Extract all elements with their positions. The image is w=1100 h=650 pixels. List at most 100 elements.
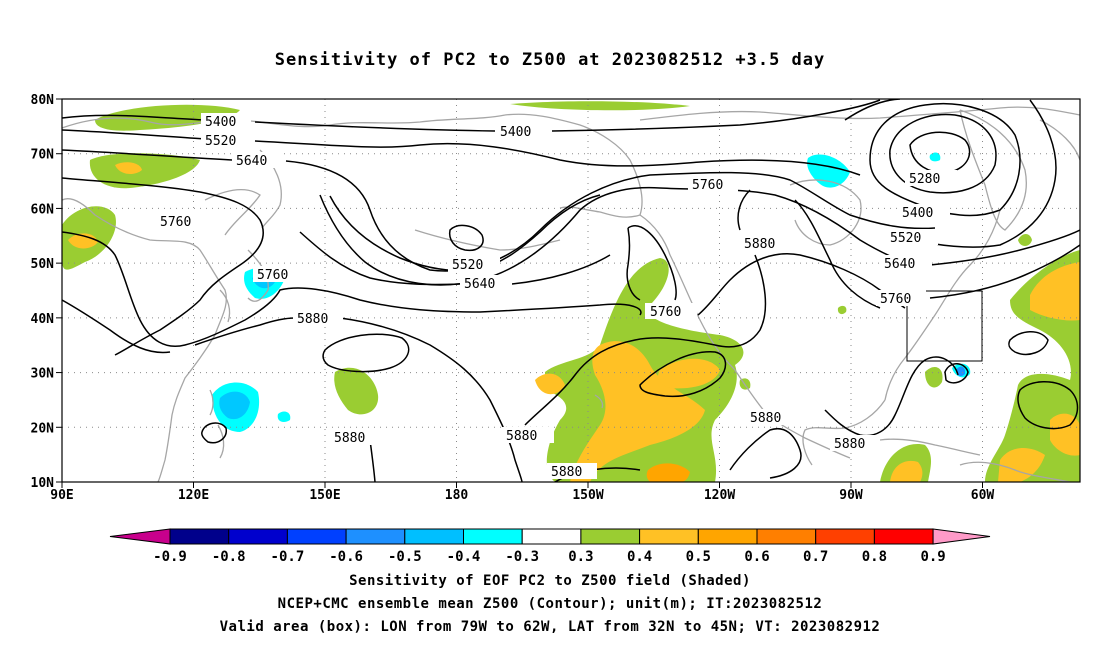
colorbar-label: 0.9	[920, 549, 945, 565]
shade-pos04-atlantic-1	[1030, 262, 1080, 321]
contour-5880-main	[62, 299, 523, 482]
shade-pos04-pac-3	[658, 358, 720, 389]
colorbar-label: 0.6	[744, 549, 769, 565]
shade-pos-greenland	[1018, 234, 1032, 246]
colorbar-label: -0.8	[212, 549, 246, 565]
map-frame	[61, 98, 1081, 483]
footer-line-2: NCEP+CMC ensemble mean Z500 (Contour); u…	[277, 596, 823, 612]
latitude-axis: 80N 70N 60N 50N 40N 30N 20N 10N	[31, 93, 62, 491]
contour-5640-mid	[299, 231, 611, 286]
colorbar-label: 0.4	[627, 549, 652, 565]
shade-pos-bermuda	[925, 367, 943, 388]
contour-label-5400-east: 5400	[902, 206, 933, 221]
contour-label-5880-south: 5880	[551, 465, 582, 480]
contour-label-5880-wpac: 5880	[334, 431, 365, 446]
footer-line-1: Sensitivity of EOF PC2 to Z500 field (Sh…	[349, 573, 751, 589]
shade-neg-arctic	[807, 154, 850, 188]
coast-gulf	[802, 399, 886, 466]
coast-sa	[959, 461, 1071, 482]
longitude-axis: 90E 120E 150E 180 150W 120W 90W 60W	[50, 482, 994, 503]
colorbar-box	[169, 528, 230, 545]
contour-5880-central	[639, 351, 727, 398]
coast-luzon	[217, 424, 225, 459]
shade-pos04-siberia	[115, 162, 142, 175]
shade-pos04-pac-2	[570, 341, 705, 482]
coast-greenland	[959, 109, 1027, 231]
colorbar-label: 0.8	[862, 549, 887, 565]
contour-5520-ring	[448, 224, 484, 252]
contour-5760-east	[929, 244, 1080, 299]
z500-contours	[62, 99, 1080, 482]
colorbar-box	[521, 528, 582, 545]
colorbar-box	[873, 528, 934, 545]
contour-label-5760-east: 5760	[880, 292, 911, 307]
valid-area-box	[906, 290, 983, 362]
contour-label-5760-japan: 5760	[257, 268, 288, 283]
contour-5880-atl3	[944, 363, 969, 384]
contour-label-5880-mexico: 5880	[750, 411, 781, 426]
contour-5640-east	[929, 229, 1080, 266]
shade-pos-arctic-2	[510, 101, 690, 111]
lon-tick-label: 60W	[971, 488, 995, 503]
shade-pos04-caribbean	[890, 460, 923, 482]
contour-5400-east	[869, 103, 1021, 217]
lon-tick-label: 120W	[704, 488, 735, 503]
contour-labels: 5400 5520 5640 5400 5760 5760 5880 5520 …	[157, 113, 957, 480]
coast-hudson	[789, 179, 862, 246]
shade-pos04-pac-1	[535, 373, 565, 395]
contour-5640-top	[62, 149, 936, 272]
colorbar-box	[404, 528, 464, 545]
contour-5760-west	[62, 177, 264, 356]
colorbar-label: -0.9	[153, 549, 187, 565]
colorbar-label: 0.3	[568, 549, 593, 565]
contour-5520-top	[62, 129, 861, 176]
contour-label-5640-west: 5640	[236, 154, 267, 169]
coast-hawaii	[594, 394, 604, 409]
colorbar-label: -0.4	[447, 549, 481, 565]
shade-neg-polar	[929, 152, 941, 162]
contour-label-5400-pac: 5400	[500, 125, 531, 140]
shade-pos04-atlantic-2	[998, 448, 1045, 482]
lat-tick-label: 10N	[31, 476, 55, 491]
coast-japan	[247, 249, 269, 302]
contour-5880-ring1	[322, 333, 410, 373]
shade-pos-siberia	[89, 153, 200, 189]
coast-asia-arctic	[62, 114, 506, 129]
colorbar-right-arrow	[932, 528, 991, 545]
contour-5880-east	[524, 189, 881, 426]
contour-label-5880-na: 5880	[744, 237, 775, 252]
colorbar-box	[697, 528, 758, 545]
contour-label-5640-pac: 5640	[464, 277, 495, 292]
lat-tick-label: 60N	[31, 202, 55, 217]
shade-pos04-atlantic-3	[1050, 413, 1080, 456]
contour-label-5760-central: 5760	[650, 305, 681, 320]
coast-na-west	[639, 214, 851, 459]
footer-line-3: Valid area (box): LON from 79W to 62W, L…	[219, 619, 881, 635]
coast-caribbean	[879, 438, 981, 456]
contour-label-5880-gulf: 5880	[834, 437, 865, 452]
colorbar: -0.9 -0.8 -0.7 -0.6 -0.5 -0.4 -0.3 0.3 0.4 0.5 0.6…	[109, 528, 991, 565]
shade-pos05-pac	[646, 463, 690, 482]
contour-5880-atl2	[1017, 381, 1079, 430]
shade-neg-small-1	[277, 411, 291, 422]
lat-tick-label: 40N	[31, 312, 55, 327]
contour-5280-2	[889, 113, 997, 194]
contour-5880-atl1	[1008, 331, 1049, 356]
contour-label-5520-east: 5520	[890, 231, 921, 246]
colorbar-box	[286, 528, 347, 545]
sensitivity-shading	[62, 101, 1080, 482]
chart-title: Sensitivity of PC2 to Z500 at 2023082512…	[274, 50, 826, 70]
colorbar-box	[345, 528, 406, 545]
lon-tick-label: 150E	[309, 488, 340, 503]
lat-tick-label: 20N	[31, 421, 55, 436]
colorbar-box	[756, 528, 817, 545]
colorbar-box	[580, 528, 641, 545]
colorbar-label: -0.3	[505, 549, 539, 565]
colorbar-left-arrow	[109, 528, 171, 545]
lon-tick-label: 90E	[50, 488, 73, 503]
contour-label-5520-west: 5520	[205, 134, 236, 149]
coastlines	[62, 106, 1080, 482]
colorbar-box	[815, 528, 875, 545]
contour-5280-1	[909, 131, 971, 174]
